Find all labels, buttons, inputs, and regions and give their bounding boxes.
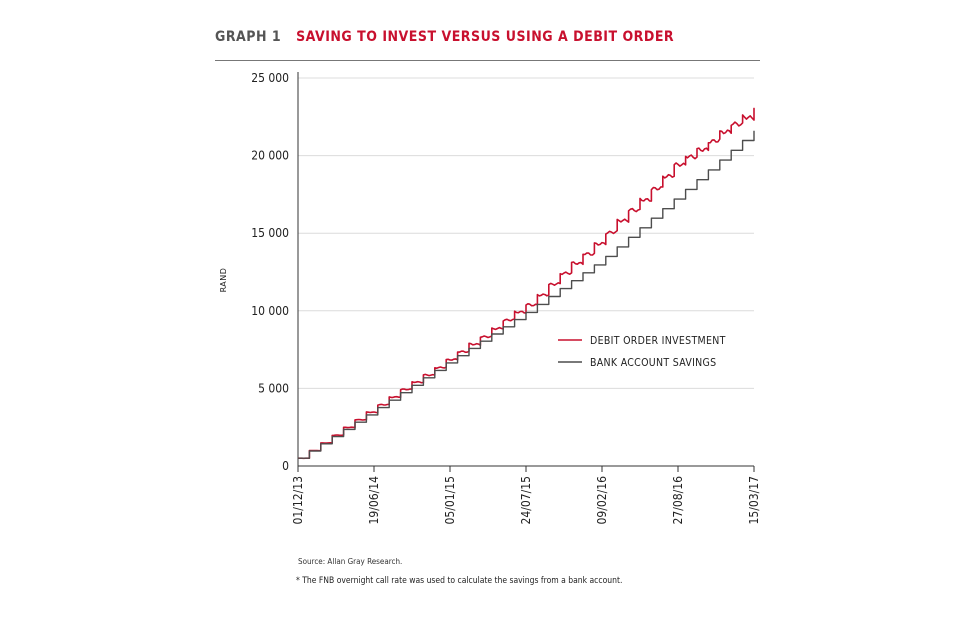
y-tick-label: 5 000 (258, 381, 289, 395)
series-bank-savings-line (298, 130, 755, 459)
x-tick-label: 15/03/17 (747, 476, 761, 524)
footnote: * The FNB overnight call rate was used t… (296, 576, 623, 586)
legend-label: BANK ACCOUNT SAVINGS (590, 357, 716, 369)
x-tick-label: 24/07/15 (519, 476, 533, 524)
y-tick-label: 0 (282, 459, 289, 473)
chart-title: SAVING TO INVEST VERSUS USING A DEBIT OR… (296, 29, 675, 45)
x-tick-label: 19/06/14 (367, 476, 381, 525)
source-note: Source: Allan Gray Research. (298, 557, 403, 566)
series-debit-order-line (298, 107, 755, 460)
x-tick-label: 27/08/16 (671, 476, 685, 525)
graph-label: GRAPH 1 (215, 29, 282, 45)
x-tick-label: 05/01/15 (443, 476, 457, 524)
legend-label: DEBIT ORDER INVESTMENT (590, 335, 726, 347)
y-axis-title: RAND (219, 268, 228, 293)
chart-title-row: GRAPH 1 SAVING TO INVEST VERSUS USING A … (215, 29, 674, 45)
y-tick-label: 20 000 (251, 149, 289, 163)
y-tick-label: 25 000 (251, 71, 289, 85)
y-tick-label: 15 000 (251, 226, 289, 240)
y-tick-label: 10 000 (251, 304, 289, 318)
x-tick-label: 09/02/16 (595, 476, 609, 525)
x-tick-label: 01/12/13 (291, 476, 305, 524)
title-rule (215, 60, 760, 61)
